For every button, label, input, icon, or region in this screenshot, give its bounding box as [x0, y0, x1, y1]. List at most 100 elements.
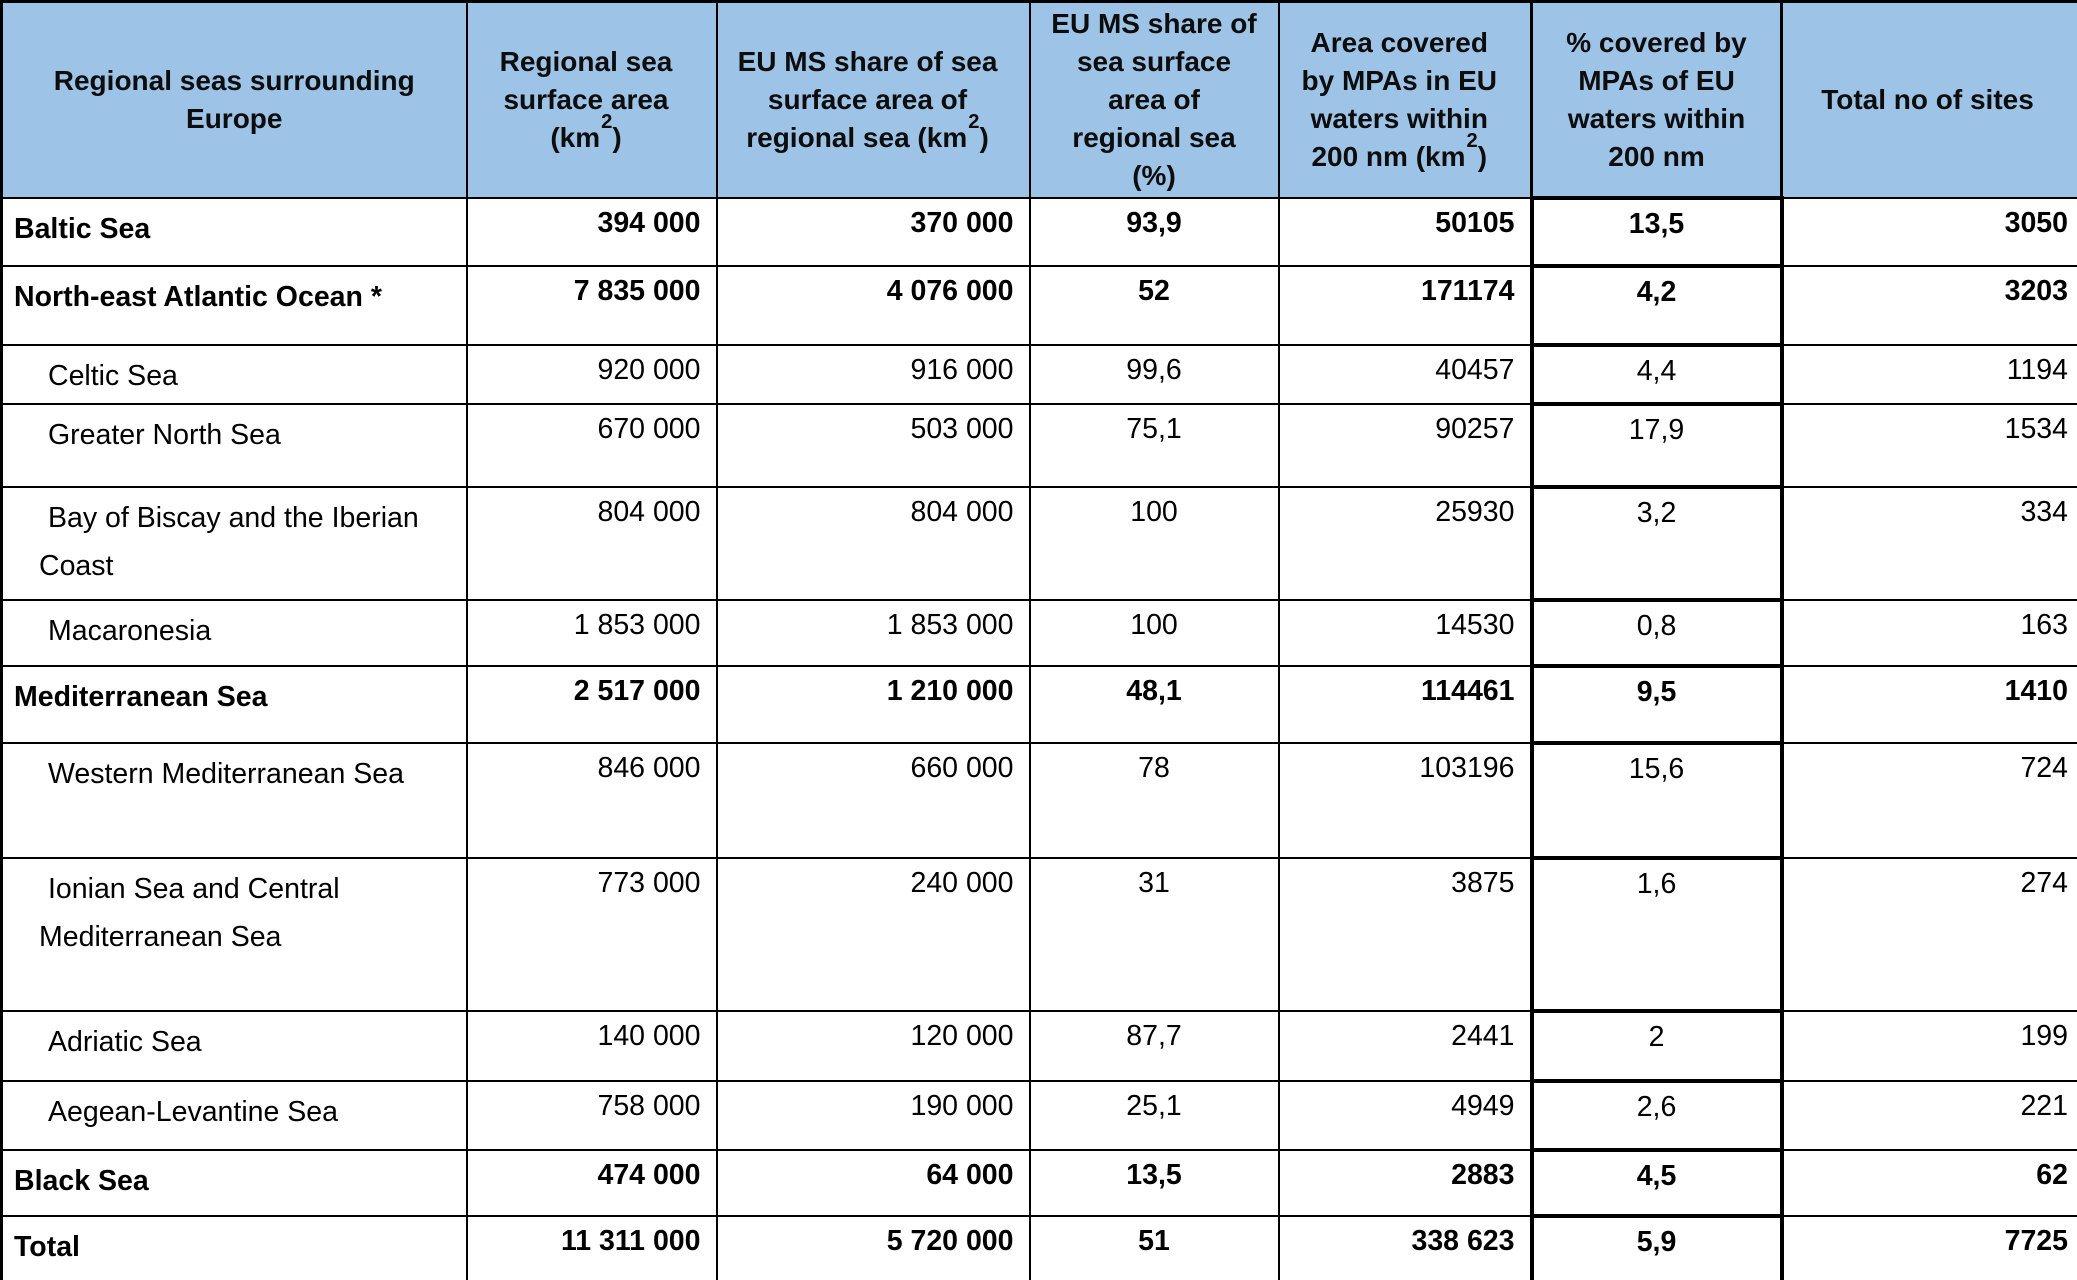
cell-region-name: Aegean-Levantine Sea — [0, 1079, 468, 1151]
table-row: Black Sea 474 000 64 000 13,5 2883 4,5 6… — [0, 1147, 2077, 1218]
table-row: Bay of Biscay and the Iberian Coast 804 … — [0, 484, 2077, 602]
cell-mpa-pct: 4,5 — [1529, 1147, 1784, 1218]
cell-region-name: Macaronesia — [0, 598, 468, 667]
column-header-total-sites: Total no of sites — [1780, 0, 2077, 200]
table-row: Mediterranean Sea 2 517 000 1 210 000 48… — [0, 663, 2077, 745]
cell-region-name: Adriatic Sea — [0, 1009, 468, 1082]
cell-mpa-pct: 0,8 — [1529, 597, 1784, 668]
cell-region-name: Mediterranean Sea — [0, 664, 468, 744]
cell-sea-area: 394 000 — [465, 197, 718, 268]
cell-eu-share-km2: 240 000 — [715, 856, 1031, 1012]
cell-eu-share-pct: 93,9 — [1028, 197, 1280, 268]
cell-eu-share-pct: 48,1 — [1028, 664, 1280, 744]
cell-eu-share-pct: 13,5 — [1028, 1148, 1280, 1217]
cell-eu-share-pct: 99,6 — [1028, 344, 1280, 405]
table-header: Regional seas surrounding Europe Regiona… — [0, 0, 2077, 200]
cell-sea-area: 758 000 — [465, 1079, 718, 1151]
cell-eu-share-pct: 87,7 — [1028, 1009, 1280, 1082]
table-body: Baltic Sea 394 000 370 000 93,9 50105 13… — [0, 196, 2077, 1280]
cell-mpa-area: 90257 — [1277, 402, 1533, 488]
cell-mpa-pct: 1,6 — [1529, 855, 1784, 1013]
cell-total-sites: 3050 — [1780, 197, 2077, 268]
cell-mpa-pct: 2,6 — [1529, 1078, 1784, 1152]
cell-eu-share-pct: 75,1 — [1028, 402, 1280, 488]
cell-mpa-pct: 2 — [1529, 1008, 1784, 1083]
cell-eu-share-km2: 916 000 — [715, 344, 1031, 405]
cell-sea-area: 474 000 — [465, 1148, 718, 1217]
cell-mpa-area: 2883 — [1277, 1148, 1533, 1217]
cell-region-name: Ionian Sea and Central Mediterranean Sea — [0, 856, 468, 1012]
cell-eu-share-km2: 120 000 — [715, 1009, 1031, 1082]
cell-eu-share-pct: 51 — [1028, 1214, 1280, 1280]
cell-mpa-area: 40457 — [1277, 344, 1533, 405]
cell-eu-share-pct: 100 — [1028, 485, 1280, 601]
cell-region-name: Celtic Sea — [0, 344, 468, 405]
column-header-eu-share-km2: EU MS share of sea surface area of regio… — [715, 0, 1031, 200]
table-row: North-east Atlantic Ocean * 7 835 000 4 … — [0, 264, 2077, 348]
cell-eu-share-km2: 64 000 — [715, 1148, 1031, 1217]
cell-sea-area: 140 000 — [465, 1009, 718, 1082]
cell-total-sites: 1534 — [1780, 402, 2077, 488]
table-row: Aegean-Levantine Sea 758 000 190 000 25,… — [0, 1078, 2077, 1152]
cell-region-name: Bay of Biscay and the Iberian Coast — [0, 485, 468, 601]
cell-total-sites: 62 — [1780, 1148, 2077, 1217]
cell-sea-area: 846 000 — [465, 741, 718, 859]
cell-mpa-pct: 9,5 — [1529, 663, 1784, 745]
cell-eu-share-km2: 804 000 — [715, 485, 1031, 601]
cell-eu-share-km2: 370 000 — [715, 197, 1031, 268]
cell-sea-area: 670 000 — [465, 402, 718, 488]
cell-mpa-area: 103196 — [1277, 741, 1533, 859]
cell-mpa-area: 3875 — [1277, 856, 1533, 1012]
cell-sea-area: 11 311 000 — [465, 1214, 718, 1280]
cell-total-sites: 334 — [1780, 485, 2077, 601]
cell-mpa-pct: 15,6 — [1529, 740, 1784, 860]
cell-total-sites: 1194 — [1780, 344, 2077, 405]
cell-eu-share-km2: 660 000 — [715, 741, 1031, 859]
cell-total-sites: 221 — [1780, 1079, 2077, 1151]
cell-mpa-area: 2441 — [1277, 1009, 1533, 1082]
cell-eu-share-km2: 190 000 — [715, 1079, 1031, 1151]
table-row: Western Mediterranean Sea 846 000 660 00… — [0, 740, 2077, 860]
column-header-region-name: Regional seas surrounding Europe — [0, 0, 468, 200]
cell-mpa-pct: 4,2 — [1529, 264, 1784, 348]
cell-sea-area: 1 853 000 — [465, 598, 718, 667]
cell-region-name: Greater North Sea — [0, 402, 468, 488]
cell-mpa-area: 114461 — [1277, 664, 1533, 744]
cell-eu-share-pct: 25,1 — [1028, 1079, 1280, 1151]
cell-mpa-area: 4949 — [1277, 1079, 1533, 1151]
cell-mpa-pct: 17,9 — [1529, 401, 1784, 489]
cell-eu-share-km2: 503 000 — [715, 402, 1031, 488]
cell-total-sites: 1410 — [1780, 664, 2077, 744]
cell-mpa-area: 171174 — [1277, 265, 1533, 347]
cell-eu-share-km2: 4 076 000 — [715, 265, 1031, 347]
table-row: Adriatic Sea 140 000 120 000 87,7 2441 2… — [0, 1008, 2077, 1083]
table-row: Baltic Sea 394 000 370 000 93,9 50105 13… — [0, 196, 2077, 269]
cell-sea-area: 7 835 000 — [465, 265, 718, 347]
cell-eu-share-pct: 78 — [1028, 741, 1280, 859]
cell-region-name: Western Mediterranean Sea — [0, 741, 468, 859]
cell-eu-share-pct: 31 — [1028, 856, 1280, 1012]
column-header-mpa-pct: % covered by MPAs of EU waters within 20… — [1530, 0, 1783, 200]
cell-total-sites: 274 — [1780, 856, 2077, 1012]
cell-region-name: North-east Atlantic Ocean * — [0, 265, 468, 347]
cell-eu-share-pct: 52 — [1028, 265, 1280, 347]
cell-mpa-area: 14530 — [1277, 598, 1533, 667]
cell-sea-area: 920 000 — [465, 344, 718, 405]
table-row: Ionian Sea and Central Mediterranean Sea… — [0, 855, 2077, 1013]
table-row: Macaronesia 1 853 000 1 853 000 100 1453… — [0, 597, 2077, 668]
cell-sea-area: 804 000 — [465, 485, 718, 601]
column-header-mpa-area: Area covered by MPAs in EU waters within… — [1277, 0, 1533, 200]
cell-eu-share-km2: 1 210 000 — [715, 664, 1031, 744]
cell-mpa-pct: 13,5 — [1529, 196, 1784, 269]
cell-mpa-pct: 3,2 — [1529, 484, 1784, 602]
cell-eu-share-km2: 5 720 000 — [715, 1214, 1031, 1280]
cell-mpa-area: 25930 — [1277, 485, 1533, 601]
cell-total-sites: 199 — [1780, 1009, 2077, 1082]
cell-total-sites: 163 — [1780, 598, 2077, 667]
cell-eu-share-km2: 1 853 000 — [715, 598, 1031, 667]
cell-sea-area: 2 517 000 — [465, 664, 718, 744]
header-row: Regional seas surrounding Europe Regiona… — [0, 0, 2077, 200]
cell-region-name: Total — [0, 1214, 468, 1280]
cell-eu-share-pct: 100 — [1028, 598, 1280, 667]
